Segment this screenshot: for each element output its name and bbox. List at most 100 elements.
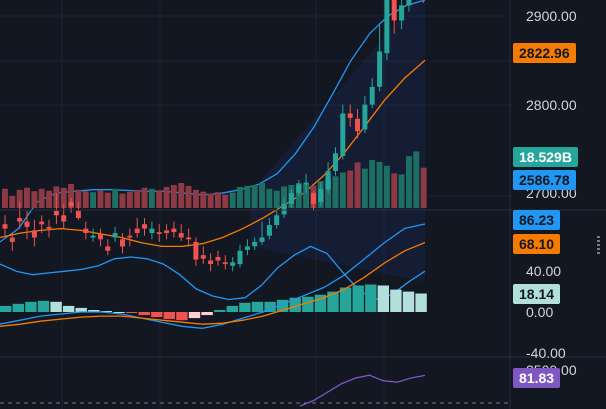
macd-histogram-bar <box>402 291 415 312</box>
macd-histogram-bar <box>25 301 37 312</box>
macd-histogram-bar <box>276 299 289 312</box>
macd-histogram-bar <box>251 301 264 312</box>
candle-body <box>222 262 228 265</box>
candle-body <box>406 0 412 6</box>
candle-body <box>17 218 23 222</box>
macd-histogram-bar <box>352 285 364 312</box>
candle-body <box>178 233 184 238</box>
candle-body <box>171 228 177 233</box>
pane-resize-handle-icon[interactable] <box>597 236 601 258</box>
macd-histogram-bar <box>289 297 301 312</box>
candle-body <box>274 215 280 225</box>
macd-histogram-bar <box>390 289 402 312</box>
candle-body <box>369 86 375 105</box>
candle-body <box>120 239 125 247</box>
signal-line <box>0 241 426 327</box>
candle-body <box>46 226 52 229</box>
candle-body <box>98 234 103 240</box>
candle-body <box>149 228 155 233</box>
candle-body <box>391 0 397 21</box>
volume-bar <box>2 188 8 208</box>
macd-histogram-bar <box>327 291 339 312</box>
histogram-value-badge: 18.14 <box>513 284 561 304</box>
volume-bar <box>90 192 96 208</box>
candle-body <box>303 182 309 185</box>
rsi-panel <box>0 374 510 407</box>
volume-bar <box>266 188 273 208</box>
candle-body <box>318 188 324 203</box>
volume-bar <box>104 192 111 208</box>
candle-body <box>164 230 170 234</box>
macd-panel <box>0 223 427 329</box>
candle-body <box>90 235 96 238</box>
candle-body <box>215 257 221 261</box>
candle-body <box>288 193 294 204</box>
volume-bar <box>339 172 346 208</box>
volume-bar <box>9 196 16 208</box>
candle-body <box>333 153 338 171</box>
volume-bar <box>237 186 243 208</box>
candle-body <box>186 237 192 240</box>
macd-histogram-bar <box>163 312 175 320</box>
volume-bar <box>170 185 177 208</box>
macd-histogram-bar <box>0 305 12 312</box>
candle-body <box>9 237 15 242</box>
volume-bar <box>112 188 119 208</box>
macd-histogram-bar <box>50 301 62 312</box>
candle-body <box>193 241 199 260</box>
volume-bar <box>16 189 23 208</box>
volume-bar <box>126 191 133 208</box>
candle-body <box>399 5 405 21</box>
rsi-value-badge: 81.83 <box>513 368 561 388</box>
middle-band-value-badge: 2822.96 <box>513 43 576 63</box>
macd-line <box>0 223 426 329</box>
candle-body <box>377 51 383 87</box>
macd-tick-label: 0.00 <box>526 304 554 320</box>
macd-histogram-bar <box>339 287 352 312</box>
volume-bar <box>222 194 229 208</box>
volume-bar <box>244 185 251 208</box>
middle-band-line <box>0 59 426 248</box>
lower-band-value-badge: 2586.78 <box>513 170 576 190</box>
volume-bar <box>391 173 398 208</box>
volume-bar <box>259 183 265 208</box>
macd-histogram-bar <box>239 302 251 312</box>
candle-body <box>61 215 67 222</box>
volume-bar <box>200 191 207 208</box>
volume-bar <box>97 190 104 208</box>
price-tick-label: 2800.00 <box>526 96 577 113</box>
macd-histogram-bar <box>214 310 226 312</box>
volume-bar <box>163 186 170 208</box>
macd-histogram-bar <box>12 303 24 312</box>
volume-bar <box>332 176 339 208</box>
macd-value-badge: 86.23 <box>513 210 561 230</box>
macd-histogram-bar <box>100 311 113 312</box>
volume-bar <box>68 184 74 208</box>
macd-histogram-bar <box>75 307 87 312</box>
grid <box>0 0 510 409</box>
volume-value-badge: 18.529B <box>513 147 578 167</box>
macd-histogram-bar <box>125 312 138 313</box>
volume-bar <box>82 191 89 208</box>
volume-bar <box>398 174 405 208</box>
volume-bar <box>354 162 361 208</box>
candle-body <box>311 193 316 204</box>
macd-histogram-bar <box>88 310 100 312</box>
volume-bar <box>281 186 287 208</box>
candle-body <box>252 241 258 247</box>
candle-body <box>68 202 74 207</box>
volume-bar <box>38 188 45 208</box>
volume-bar <box>229 192 236 208</box>
volume-bar <box>178 183 185 208</box>
macd-tick-label: 40.00 <box>526 263 562 280</box>
macd-histogram-bar <box>365 284 377 312</box>
macd-histogram-bar <box>113 312 125 313</box>
macd-histogram-bar <box>415 293 427 312</box>
volume-bar <box>347 170 354 208</box>
candle-body <box>134 228 140 233</box>
volume-bar <box>369 160 376 208</box>
volume-bar <box>148 188 155 208</box>
candle-body <box>230 262 236 266</box>
candle-body <box>355 118 360 132</box>
